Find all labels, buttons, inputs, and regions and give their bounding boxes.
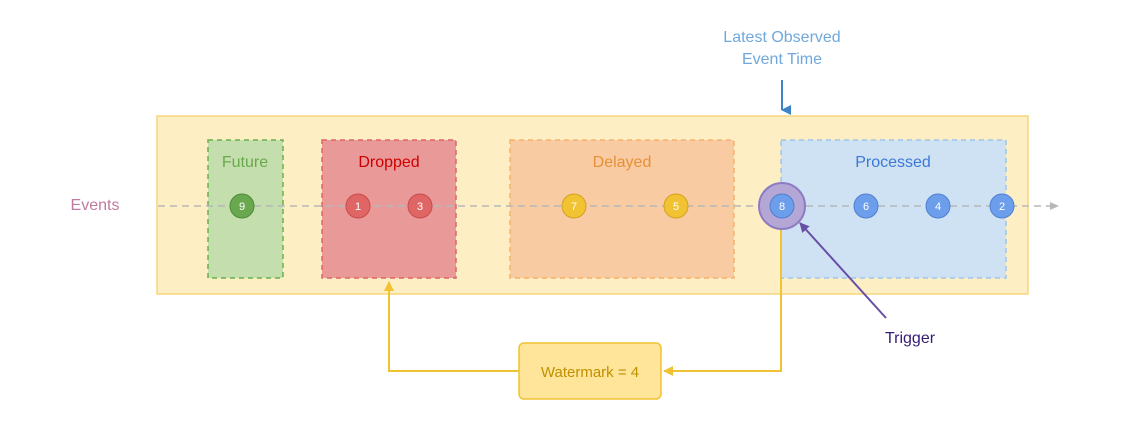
event-dot-number: 4 xyxy=(935,201,941,213)
trigger-label: Trigger xyxy=(885,330,936,347)
watermark-threshold-line xyxy=(384,281,519,372)
event-dot-circle xyxy=(663,193,689,219)
future-zone-label: Future xyxy=(222,154,268,171)
event-dot-5: 5 xyxy=(663,193,689,219)
processed-zone-label: Processed xyxy=(855,154,931,171)
event-dot-circle xyxy=(229,193,255,219)
event-dot-circle xyxy=(345,193,371,219)
dropped-zone-label: Dropped xyxy=(358,154,419,171)
event-dot-3: 3 xyxy=(407,193,433,219)
event-dot-number: 2 xyxy=(999,201,1005,213)
delayed-zone-label: Delayed xyxy=(593,154,652,171)
watermark-box xyxy=(518,342,662,400)
event-dot-7: 7 xyxy=(561,193,587,219)
event-dots: 9 1 3 7 5 8 6 4 2 xyxy=(229,193,1015,219)
dropped-zone xyxy=(321,139,457,279)
watermark-source-line xyxy=(663,220,782,376)
event-dot-9: 9 xyxy=(229,193,255,219)
event-dot-8: 8 xyxy=(769,193,795,219)
latest-observed-label-line1: Latest Observed xyxy=(723,29,840,46)
event-dot-circle xyxy=(561,193,587,219)
event-dot-4: 4 xyxy=(925,193,951,219)
event-dot-circle xyxy=(853,193,879,219)
event-dot-number: 3 xyxy=(417,201,423,213)
delayed-zone xyxy=(509,139,735,279)
event-dot-1: 1 xyxy=(345,193,371,219)
event-dot-number: 9 xyxy=(239,201,245,213)
event-dot-number: 7 xyxy=(571,201,577,213)
events-label: Events xyxy=(71,197,120,214)
watermark-label: Watermark = 4 xyxy=(541,364,639,381)
event-dot-6: 6 xyxy=(853,193,879,219)
trigger-arrow xyxy=(799,222,887,319)
event-dot-circle xyxy=(769,193,795,219)
event-dot-number: 6 xyxy=(863,201,869,213)
event-dot-number: 8 xyxy=(779,201,785,213)
event-dot-number: 5 xyxy=(673,201,679,213)
processed-zone xyxy=(780,139,1007,279)
event-dot-2: 2 xyxy=(989,193,1015,219)
latest-observed-label-line2: Event Time xyxy=(742,51,822,68)
event-dot-number: 1 xyxy=(355,201,361,213)
event-dot-circle xyxy=(925,193,951,219)
event-dot-circle xyxy=(989,193,1015,219)
event-dot-circle xyxy=(407,193,433,219)
